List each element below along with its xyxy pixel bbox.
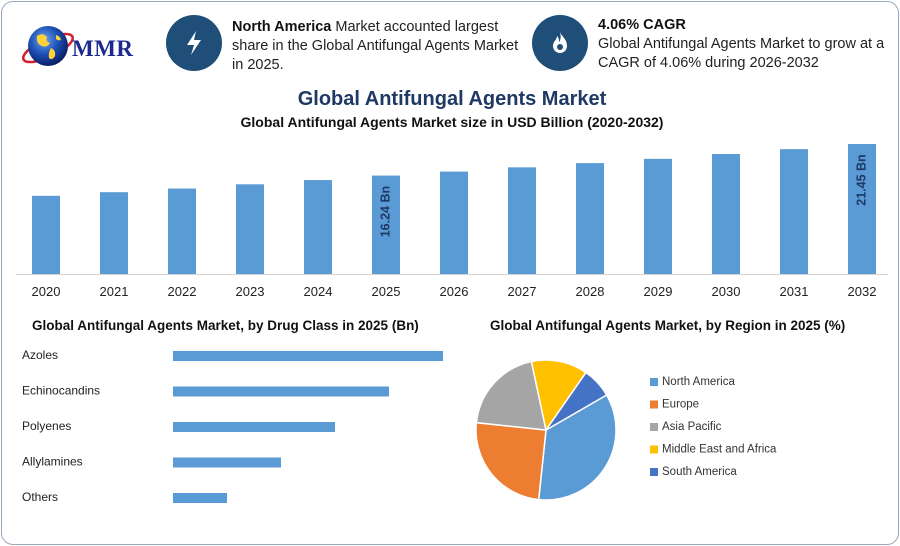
legend-swatch	[650, 445, 658, 454]
x-tick-label: 2023	[236, 284, 265, 299]
pie-slice-north-america	[537, 393, 617, 501]
x-tick-label: 2020	[32, 284, 61, 299]
x-tick-label: 2028	[576, 284, 605, 299]
data-label: 21.45 Bn	[854, 154, 868, 205]
legend-label: North America	[662, 376, 735, 388]
lightning-icon	[166, 15, 222, 71]
logo-wordmark: MMR	[72, 36, 134, 61]
x-tick-label: 2029	[644, 284, 673, 299]
flame-icon	[532, 15, 588, 71]
kpi-bold: 4.06% CAGR	[598, 17, 686, 33]
pie-slice-europe	[475, 421, 547, 501]
legend-swatch	[650, 423, 658, 431]
category-label: Others	[22, 490, 58, 504]
kpi-desc: Market accounted largest share in the Gl…	[232, 19, 519, 73]
bar-chart-title: Global Antifungal Agents Market size in …	[240, 114, 664, 130]
bar-2026	[440, 171, 468, 274]
hbar-allylamines	[173, 457, 281, 468]
hbar-polyenes	[173, 422, 335, 432]
x-tick-label: 2032	[848, 284, 877, 299]
category-label: Azoles	[22, 348, 58, 362]
legend-label: Europe	[662, 399, 699, 411]
mmr-logo	[21, 26, 75, 66]
hbar-echinocandins	[173, 386, 389, 397]
bar-2024	[304, 180, 332, 274]
market-size-bar-chart: 2020 2021 2022 2023 2024 2025 16.24 Bn 2026 2027…	[16, 144, 888, 299]
drug-class-chart-title: Global Antifungal Agents Market, by Drug…	[32, 318, 419, 333]
hbar-others	[173, 493, 227, 503]
bar-2025	[372, 175, 400, 274]
x-tick-label: 2026	[440, 284, 469, 299]
pie-slice-middle-east-and-africa	[530, 359, 587, 432]
category-label: Allylamines	[22, 455, 83, 469]
bar-2022	[168, 188, 196, 274]
drug-class-bar-chart: Azoles Echinocandins Polyenes Allylamines Ot…	[22, 348, 443, 504]
legend-swatch	[650, 378, 658, 386]
hbar-azoles	[173, 351, 443, 361]
kpi-north-america: North America Market accounted largest s…	[232, 18, 522, 75]
data-label: 16.24 Bn	[378, 186, 392, 237]
kpi-cagr: 4.06% CAGR Global Antifungal Agents Mark…	[598, 16, 888, 73]
x-tick-label: 2022	[168, 284, 197, 299]
bar-2021	[100, 192, 128, 274]
bar-2027	[508, 167, 536, 274]
bar-2030	[712, 154, 740, 274]
bar-2029	[644, 158, 672, 274]
region-chart-title: Global Antifungal Agents Market, by Regi…	[490, 318, 846, 333]
x-tick-label: 2027	[508, 284, 537, 299]
x-tick-label: 2025	[372, 284, 401, 299]
legend-swatch	[650, 400, 658, 409]
legend-label: Middle East and Africa	[662, 444, 777, 456]
x-tick-label: 2021	[100, 284, 129, 299]
pie-slice-asia-pacific	[475, 360, 547, 431]
x-tick-label: 2024	[304, 284, 333, 299]
x-tick-label: 2030	[712, 284, 741, 299]
legend-label: South America	[662, 466, 737, 478]
bar-2023	[236, 184, 264, 274]
x-tick-label: 2031	[780, 284, 809, 299]
legend-swatch	[650, 468, 658, 476]
bar-2028	[576, 163, 604, 274]
bar-2032	[848, 144, 876, 274]
bar-2031	[780, 149, 808, 274]
kpi-desc: Global Antifungal Agents Market to grow …	[598, 36, 885, 71]
region-pie-chart: North America Europe Asia Pacific Middle Ea…	[475, 359, 777, 501]
bar-2020	[32, 195, 60, 274]
page-title: Global Antifungal Agents Market	[297, 88, 607, 110]
kpi-bold: North America	[232, 19, 332, 35]
pie-slice-south-america	[545, 371, 608, 431]
category-label: Echinocandins	[22, 384, 100, 398]
legend-label: Asia Pacific	[662, 421, 722, 433]
category-label: Polyenes	[22, 419, 71, 433]
